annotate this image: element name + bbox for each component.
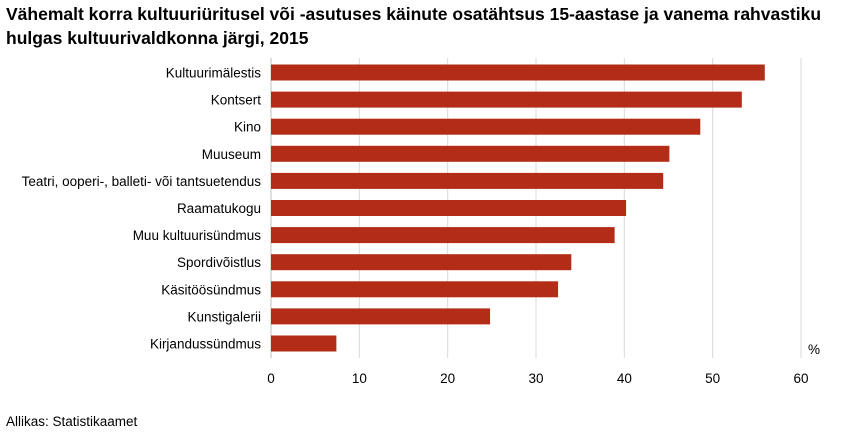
- chart-title: Vähemalt korra kultuuriüritusel või -asu…: [6, 4, 822, 48]
- bar: [271, 335, 337, 352]
- bar: [271, 172, 664, 189]
- bar: [271, 91, 742, 108]
- source-note: Allikas: Statistikaamet: [6, 414, 138, 429]
- x-tick-label: 50: [705, 371, 720, 386]
- x-axis-ticks: 0 10 20 30 40 50 60: [267, 371, 808, 386]
- x-tick-label: 20: [440, 371, 455, 386]
- category-label: Kunstigalerii: [187, 309, 261, 324]
- bar: [271, 200, 627, 216]
- x-axis-unit-label: %: [808, 342, 820, 357]
- category-label: Muu kultuurisündmus: [133, 228, 262, 243]
- bar: [271, 118, 701, 135]
- category-label: Raamatukogu: [177, 201, 261, 216]
- bar: [271, 64, 765, 81]
- category-label: Kino: [234, 120, 261, 135]
- x-tick-label: 60: [793, 371, 808, 386]
- x-tick-label: 40: [617, 371, 632, 386]
- x-tick-label: 0: [267, 371, 275, 386]
- category-label: Spordivõistlus: [177, 255, 261, 270]
- category-labels: Kultuurimälestis Kontsert Kino Muuseum Teatr…: [22, 66, 262, 352]
- category-label: Muuseum: [202, 147, 261, 162]
- bar: [271, 145, 670, 162]
- bar: [271, 308, 491, 325]
- x-tick-label: 10: [352, 371, 367, 386]
- bars: [271, 64, 765, 352]
- category-label: Teatri, ooperi-, balleti- või tantsueten…: [22, 174, 262, 189]
- category-label: Käsitöösündmus: [161, 282, 261, 297]
- bar: [271, 227, 615, 244]
- category-label: Kirjandussündmus: [150, 337, 261, 352]
- category-label: Kontsert: [211, 93, 262, 108]
- bar: [271, 281, 559, 298]
- x-tick-label: 30: [528, 371, 543, 386]
- bar: [271, 254, 572, 271]
- category-label: Kultuurimälestis: [166, 66, 262, 81]
